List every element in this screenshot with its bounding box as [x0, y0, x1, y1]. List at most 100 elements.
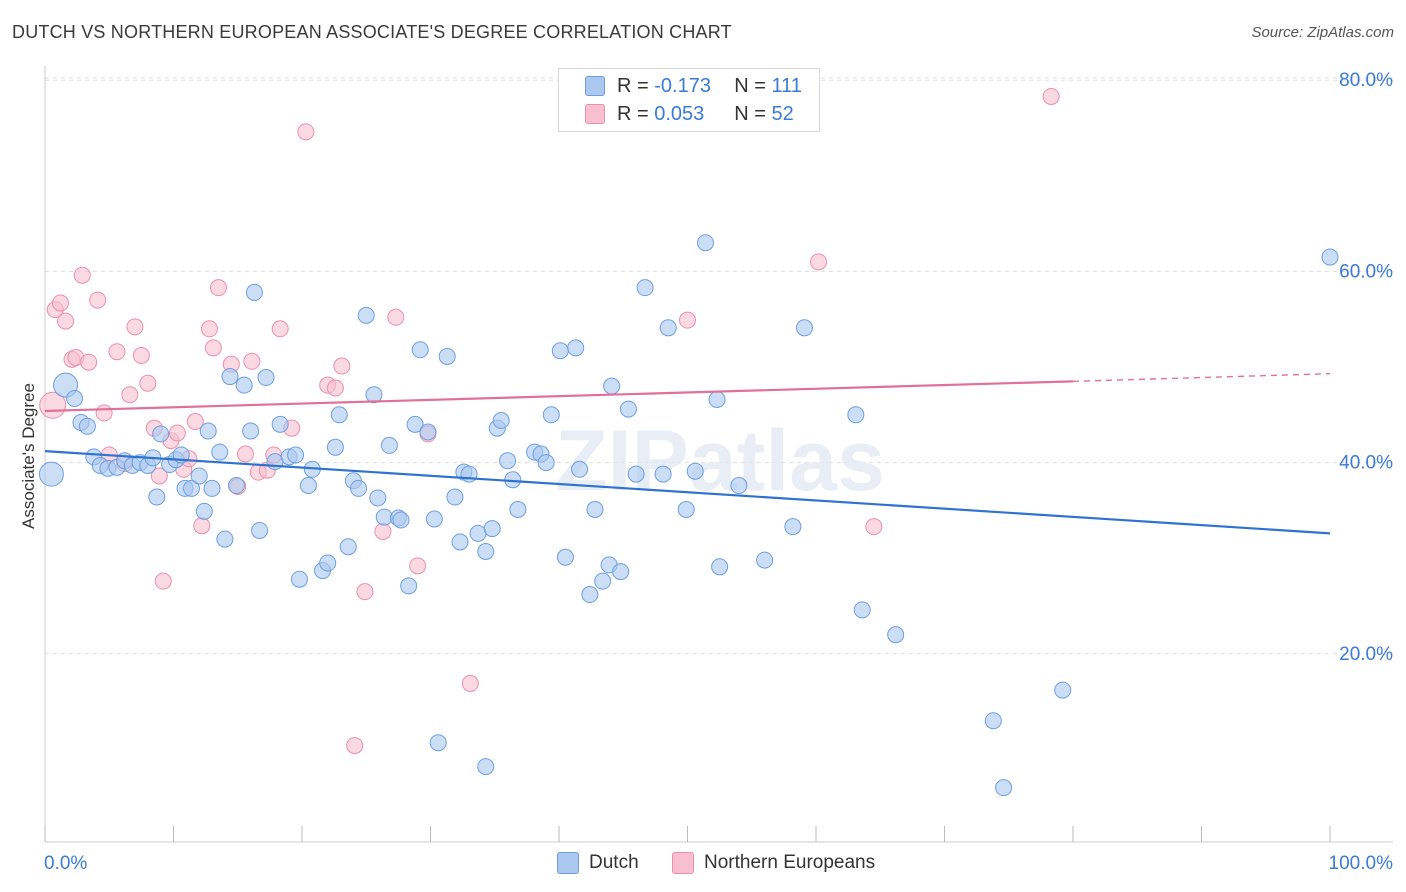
northern-europeans-point	[186, 412, 204, 430]
y-tick-label: 20.0%	[1339, 644, 1393, 665]
dutch-point	[451, 533, 469, 551]
series-legend: Dutch Northern Europeans	[0, 852, 1406, 878]
dutch-point	[984, 712, 1002, 730]
northern-europeans-swatch	[585, 104, 605, 124]
northern-europeans-trend-extension	[1072, 372, 1331, 383]
axes	[44, 66, 1393, 843]
watermark: ZIPatlas	[555, 413, 885, 509]
dutch-point	[438, 347, 456, 365]
dutch-point	[1321, 248, 1339, 266]
northern-europeans-point	[1042, 87, 1060, 105]
dutch-point	[66, 390, 84, 408]
trend-lines	[44, 372, 1331, 535]
chart-title: DUTCH VS NORTHERN EUROPEAN ASSOCIATE'S D…	[12, 22, 732, 42]
dutch-point	[483, 520, 501, 538]
dutch-swatch	[585, 76, 605, 96]
dutch-point	[469, 524, 487, 542]
northern-europeans-point	[108, 343, 126, 361]
legend-item-dutch[interactable]: Dutch	[557, 852, 639, 874]
northern-europeans-point	[387, 308, 405, 326]
dutch-point	[190, 467, 208, 485]
dutch-point	[995, 779, 1013, 797]
northern-europeans-point	[204, 339, 222, 357]
northern-europeans-swatch	[672, 852, 694, 874]
northern-europeans-point	[679, 311, 696, 329]
northern-europeans-point	[154, 572, 172, 590]
northern-europeans-point	[168, 424, 186, 442]
dutch-point	[708, 391, 726, 409]
dutch-point	[537, 454, 555, 472]
dutch-point	[627, 465, 645, 483]
legend-label-northern-europeans: Northern Europeans	[704, 852, 876, 873]
dutch-point	[152, 425, 170, 443]
dutch-point	[429, 734, 447, 752]
dutch-point	[411, 341, 429, 359]
dutch-point	[677, 500, 695, 518]
dutch-point	[542, 406, 560, 424]
y-tick-label: 40.0%	[1339, 453, 1393, 474]
northern-europeans-point	[121, 386, 139, 404]
dutch-points	[38, 234, 1339, 797]
northern-europeans-point	[810, 253, 828, 271]
dutch-point	[581, 586, 599, 604]
northern-europeans-point	[374, 522, 392, 540]
dutch-point	[357, 306, 375, 324]
dutch-point	[365, 386, 383, 404]
dutch-point	[271, 415, 289, 433]
northern-europeans-point	[236, 445, 254, 463]
r-label: R =	[617, 102, 649, 125]
source-label: Source: ZipAtlas.com	[1251, 24, 1394, 41]
dutch-point	[199, 422, 217, 440]
dutch-point	[603, 377, 621, 395]
legend-item-northern-europeans[interactable]: Northern Europeans	[672, 852, 875, 874]
dutch-point	[38, 461, 64, 487]
northern-europeans-point	[297, 123, 315, 141]
northern-europeans-point	[139, 374, 157, 392]
y-tick-labels: 20.0% 40.0% 60.0% 80.0%	[1339, 70, 1393, 665]
northern-europeans-point	[346, 737, 364, 755]
dutch-point	[251, 521, 269, 539]
northern-europeans-point	[209, 279, 227, 297]
northern-europeans-point	[333, 357, 351, 375]
northern-europeans-point	[200, 320, 218, 338]
n-value: 111	[771, 74, 802, 97]
dutch-point	[245, 283, 263, 301]
dutch-point	[425, 510, 443, 528]
dutch-point	[392, 511, 410, 529]
dutch-point	[446, 488, 464, 506]
northern-europeans-point	[51, 294, 69, 312]
r-value: -0.173	[654, 74, 711, 97]
dutch-point	[654, 465, 672, 483]
northern-europeans-point	[89, 291, 107, 309]
correlation-legend: R = -0.173 N = 111 R = 0.053 N = 52	[558, 68, 820, 132]
dutch-point	[287, 446, 305, 464]
dutch-trend-line	[44, 450, 1331, 535]
dutch-point	[235, 376, 253, 394]
northern-europeans-point	[865, 518, 883, 536]
y-tick-label: 80.0%	[1339, 70, 1393, 91]
northern-europeans-point	[271, 320, 289, 338]
dutch-point	[242, 422, 260, 440]
dutch-point	[1054, 681, 1072, 699]
dutch-point	[696, 234, 714, 252]
dutch-point	[556, 548, 574, 566]
dutch-point	[148, 488, 166, 506]
dutch-point	[492, 412, 510, 430]
dutch-point	[795, 319, 813, 337]
dutch-point	[182, 479, 200, 497]
dutch-point	[571, 460, 589, 478]
x-tick-label: 100.0%	[1329, 853, 1394, 874]
n-value: 52	[771, 102, 794, 125]
northern-europeans-point	[80, 353, 98, 371]
dutch-point	[203, 479, 221, 497]
legend-label-dutch: Dutch	[589, 852, 639, 873]
dutch-point	[406, 415, 424, 433]
northern-europeans-trend-line	[44, 380, 1074, 413]
dutch-point	[257, 369, 275, 387]
northern-europeans-points	[39, 87, 1060, 755]
dutch-point	[375, 508, 393, 526]
northern-europeans-point	[126, 318, 144, 336]
northern-europeans-point	[356, 583, 374, 601]
dutch-point	[330, 406, 348, 424]
dutch-point	[477, 758, 495, 776]
